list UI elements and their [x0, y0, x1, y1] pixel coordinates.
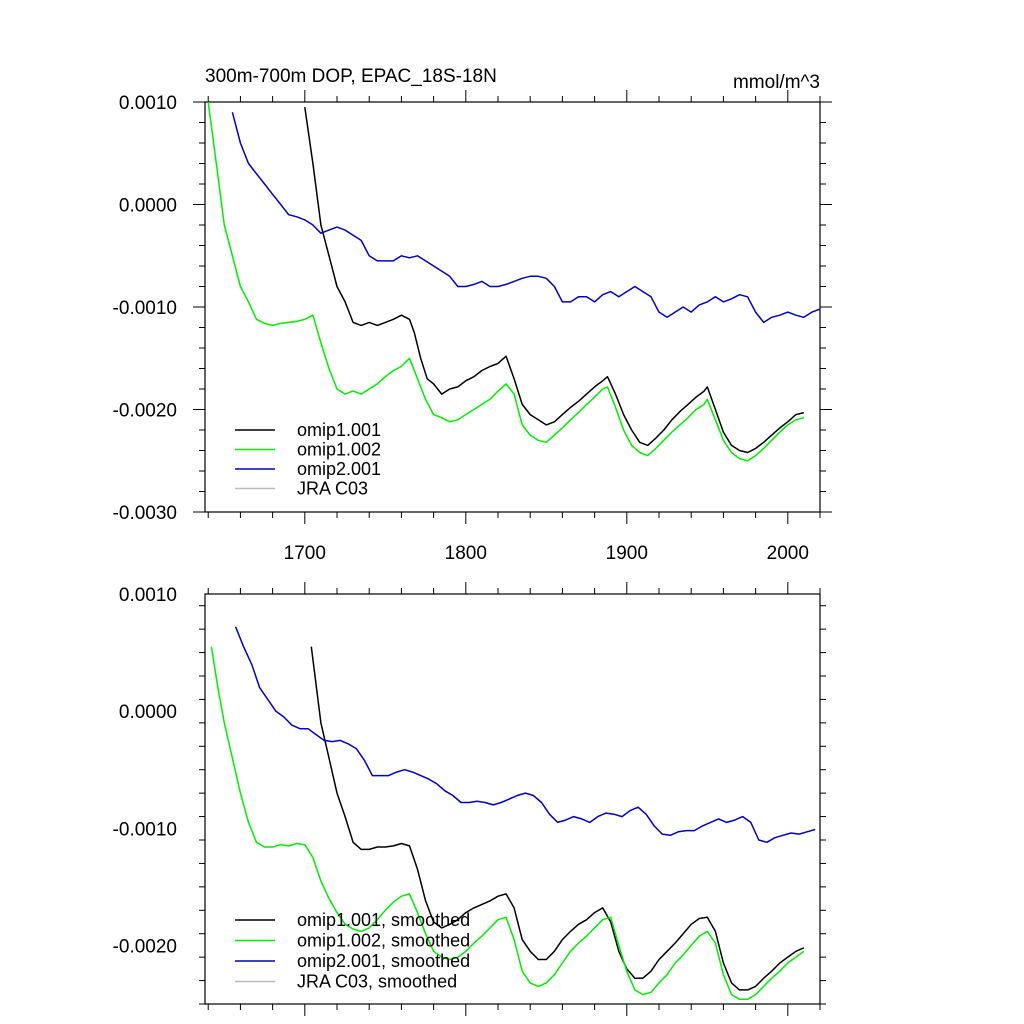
y-tick-label: 0.0010 — [119, 93, 177, 114]
series-line-omip1-002 — [207, 102, 805, 462]
top-panel: 0.0010 0.0000 -0.0010 -0.0020 -0.0030 1700 180… — [113, 66, 832, 564]
x-tick-label: 1900 — [606, 543, 648, 564]
y-tick-label: 0.0010 — [119, 585, 177, 606]
legend-label: JRA C03 — [297, 479, 368, 499]
units-label: mmol/m^3 — [733, 72, 820, 93]
plot-frame — [204, 593, 821, 1005]
series-line-omip1-002-smoothed — [210, 646, 805, 1001]
y-tick-label: 0.0000 — [119, 702, 177, 723]
legend-label: JRA C03, smoothed — [297, 972, 457, 992]
legend-label: omip1.001 — [297, 420, 381, 440]
y-tick-label: -0.0020 — [113, 936, 177, 957]
bottom-panel: 0.0010 0.0000 -0.0010 -0.0020 omip1.001, smo… — [113, 582, 826, 1016]
y-tick-label: -0.0030 — [113, 503, 177, 524]
series-line-omip1-001-smoothed — [310, 646, 805, 991]
series-line-omip1-001 — [304, 106, 805, 454]
x-tick-label: 1700 — [284, 543, 326, 564]
x-tick-label: 1800 — [445, 543, 487, 564]
y-tick-label: -0.0010 — [113, 819, 177, 840]
y-tick-label: -0.0010 — [113, 298, 177, 319]
chart-title: 300m-700m DOP, EPAC_18S-18N — [205, 66, 497, 87]
x-tick-label: 2000 — [767, 543, 809, 564]
legend-label: omip1.002 — [297, 440, 381, 460]
legend-label: omip1.001, smoothed — [297, 910, 470, 930]
y-tick-label: 0.0000 — [119, 196, 177, 217]
legend-label: omip2.001, smoothed — [297, 951, 470, 971]
series-line-omip2-001 — [231, 112, 820, 324]
legend-label: omip1.002, smoothed — [297, 931, 470, 951]
series-line-omip2-001-smoothed — [234, 626, 816, 844]
y-tick-label: -0.0020 — [113, 401, 177, 422]
legend-label: omip2.001 — [297, 459, 381, 479]
